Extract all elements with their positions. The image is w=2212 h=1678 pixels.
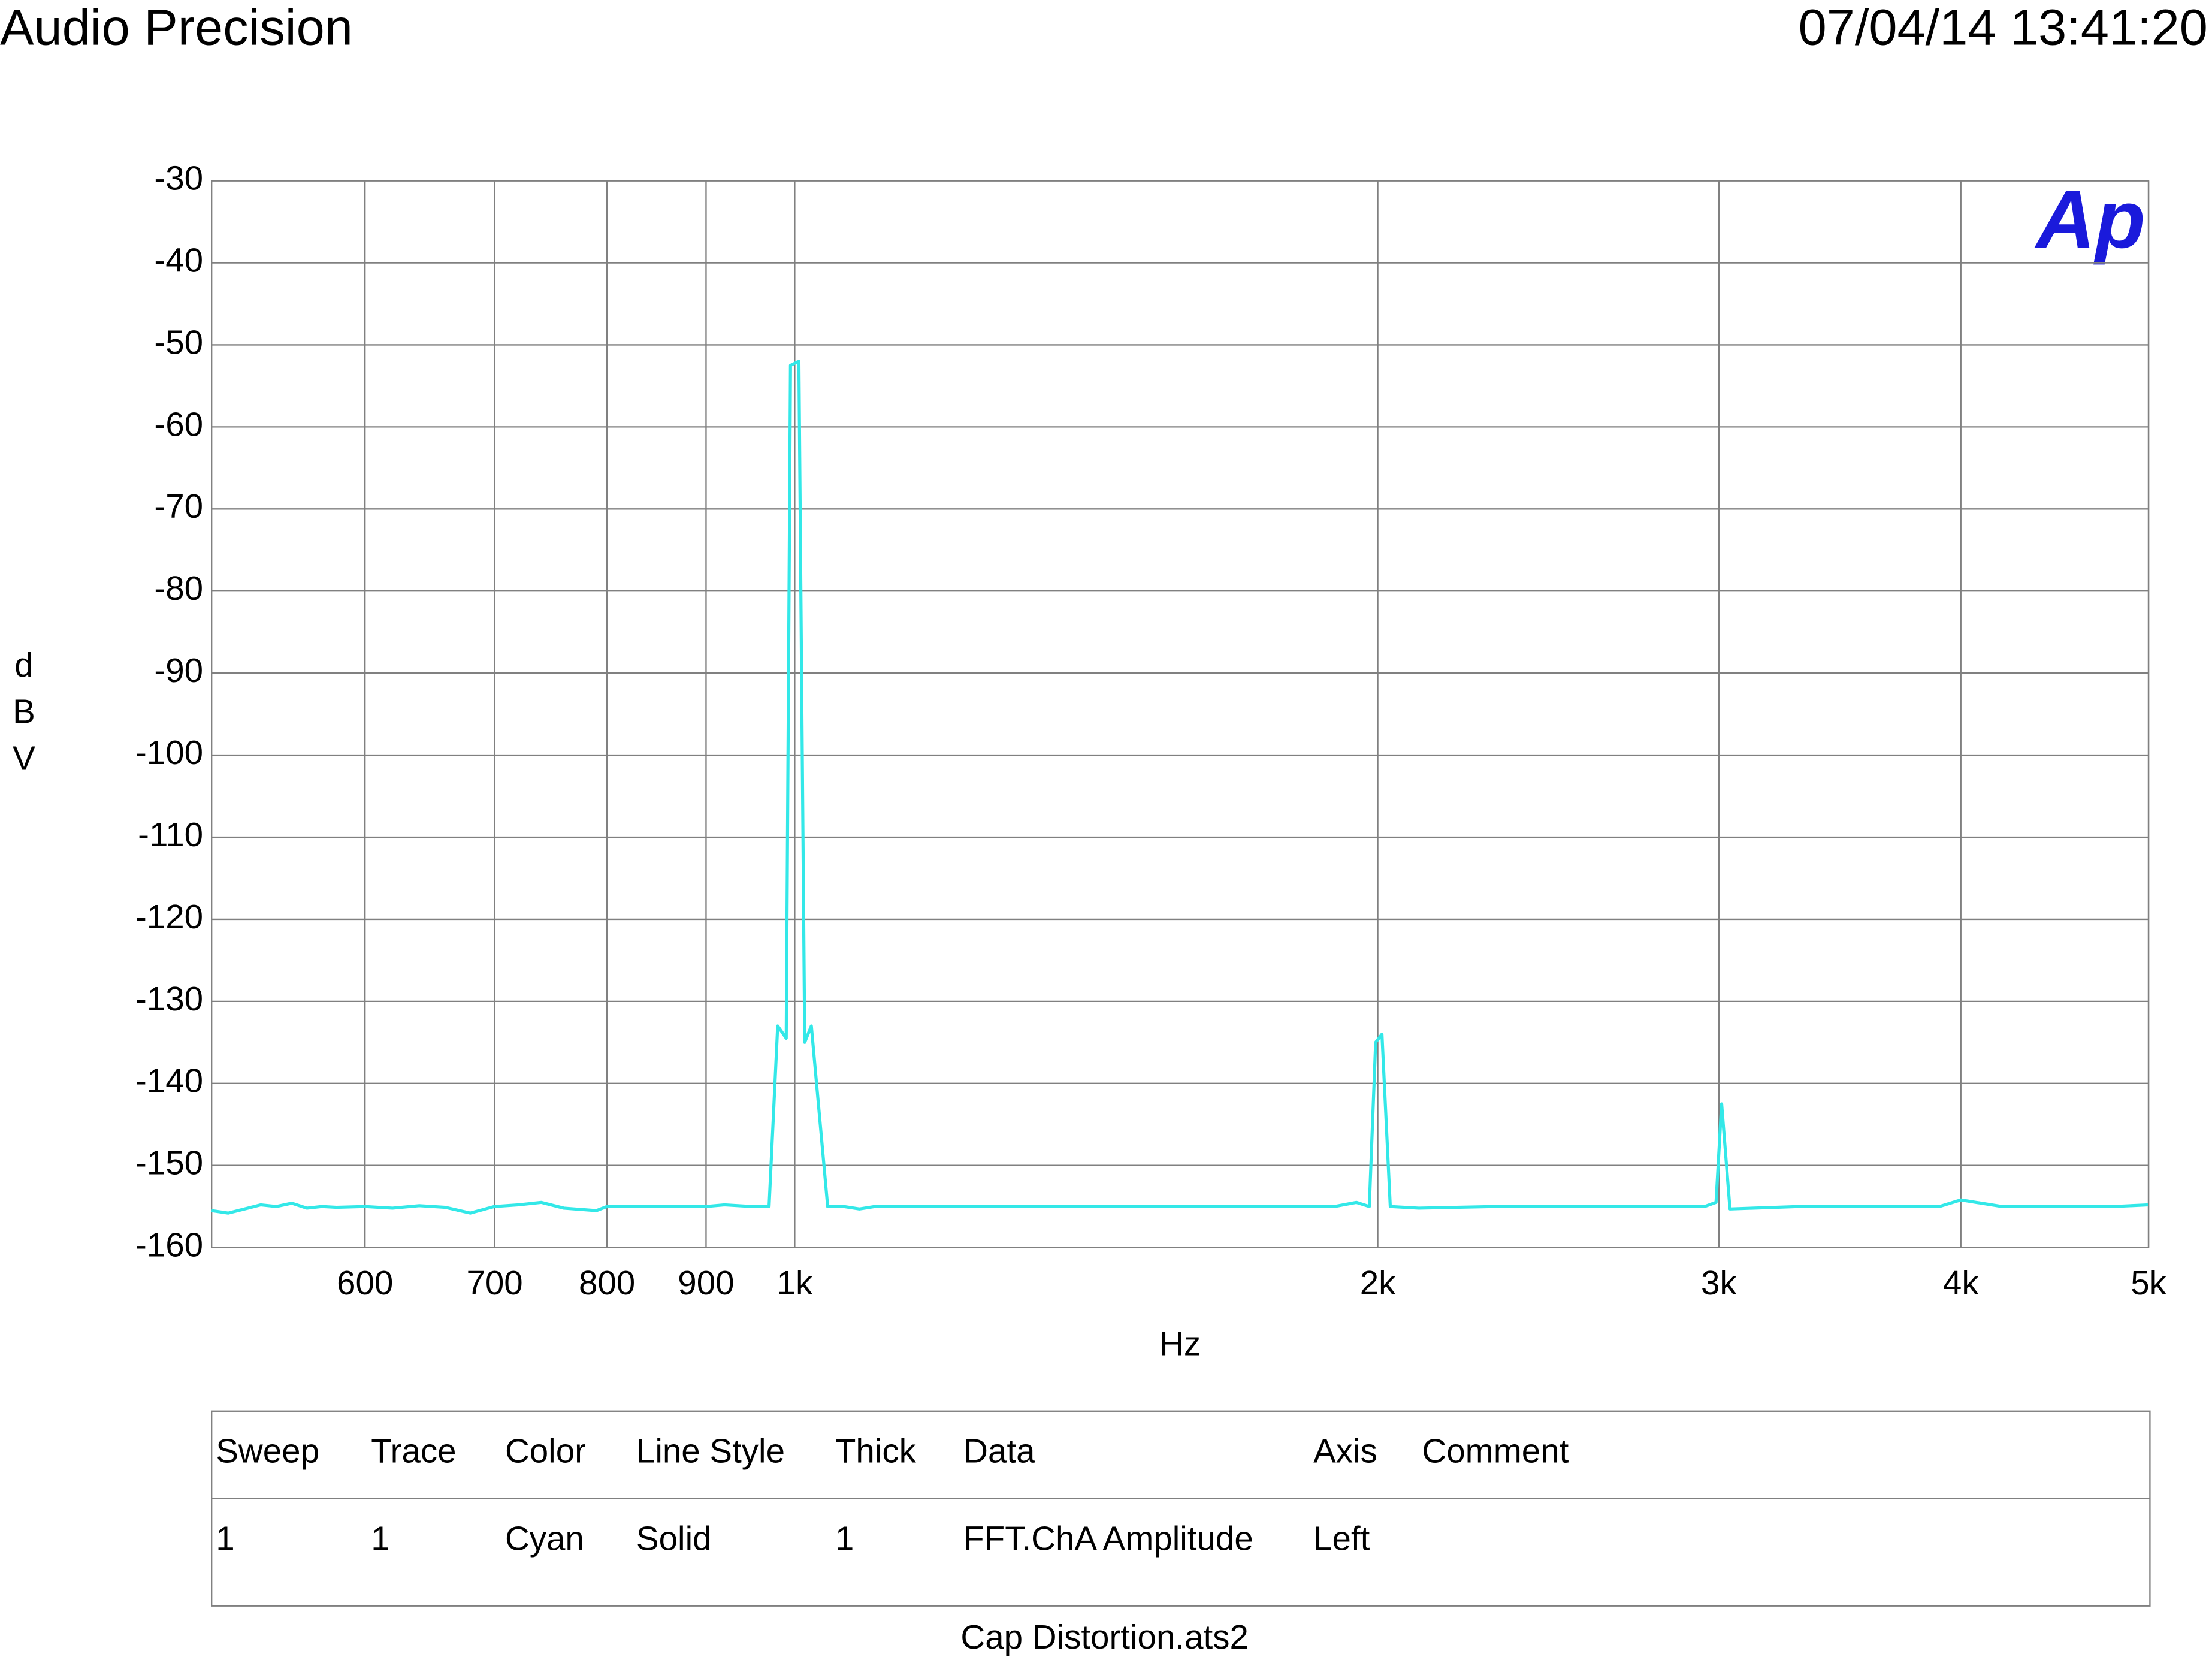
y-tick-label: -90 [154,651,203,689]
y-tick-label: -130 [135,980,203,1018]
y-tick-label: -80 [154,569,203,607]
plot-frame [211,180,2150,1248]
x-tick-label: 800 [579,1264,635,1302]
table-cell: Solid [636,1519,712,1557]
title: Audio Precision [0,0,353,55]
y-tick-label: -160 [135,1226,203,1264]
y-tick-label: -70 [154,487,203,525]
y-tick-label: -40 [154,241,203,279]
table-header: Thick [835,1432,917,1469]
y-tick-label: -30 [154,159,203,197]
y-tick-label: -60 [154,405,203,443]
logo: Ap [2034,173,2145,265]
table-cell: Cyan [505,1519,584,1557]
table-header: Line Style [636,1432,785,1469]
table-cell: FFT.ChA Amplitude [963,1519,1253,1557]
x-tick-label: 1k [777,1264,813,1302]
table-cell: 1 [371,1519,389,1557]
y-tick-label: -110 [138,816,203,853]
y-tick-label: -120 [135,898,203,935]
y-tick-label: -50 [154,323,203,361]
table-header: Trace [371,1432,456,1469]
table-header: Sweep [216,1432,319,1469]
x-tick-label: 900 [678,1264,734,1302]
table-cell: 1 [216,1519,234,1557]
x-tick-label: 5k [2131,1264,2166,1302]
table-header: Color [505,1432,586,1469]
y-tick-label: -100 [135,734,203,771]
y-tick-label: -150 [135,1144,203,1182]
date: 07/04/14 13:41:20 [1799,0,2208,55]
y-tick-label: -140 [135,1062,203,1100]
table-header: Data [963,1432,1035,1469]
x-tick-label: 2k [1360,1264,1396,1302]
x-tick-label: 3k [1701,1264,1737,1302]
trace [211,360,2149,1215]
table-cell: 1 [835,1519,854,1557]
x-tick-label: 4k [1943,1264,1979,1302]
file-name: Cap Distortion.ats2 [960,1618,1248,1656]
table-header: Comment [1422,1432,1569,1469]
table-header: Axis [1313,1432,1377,1469]
x-tick-label: 700 [466,1264,522,1302]
table-cell: Left [1313,1519,1370,1557]
x-axis-label: Hz [1159,1324,1201,1362]
x-tick-label: 600 [337,1264,393,1302]
legend-table [211,1410,2151,1607]
